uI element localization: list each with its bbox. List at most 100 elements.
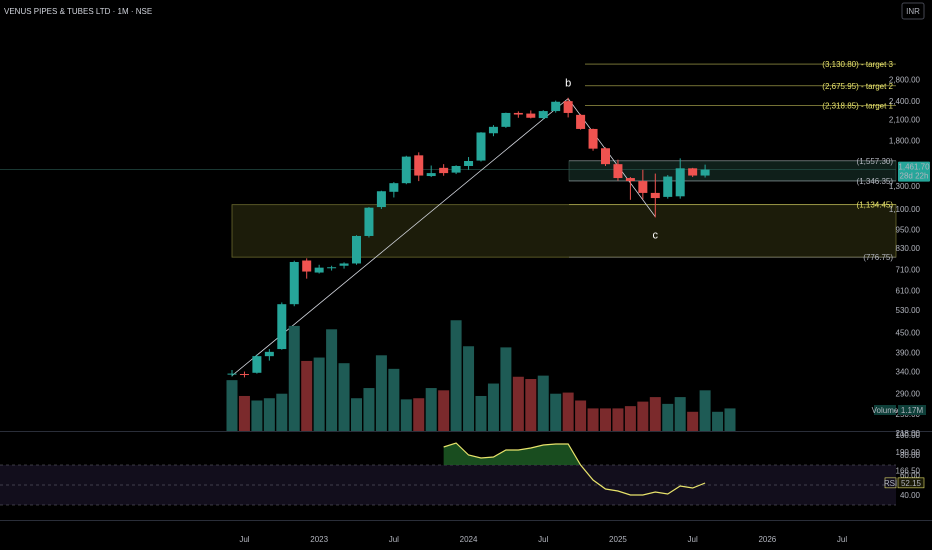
price-tick-label: 2,100.00 xyxy=(889,115,921,124)
time-axis-label: 2024 xyxy=(460,535,478,544)
volume-bar xyxy=(251,400,263,431)
volume-bar xyxy=(550,393,562,431)
price-tick-label: 190.00 xyxy=(896,448,921,457)
volume-bar xyxy=(351,398,362,431)
volume-bar xyxy=(463,346,475,431)
currency-badge xyxy=(901,2,925,20)
candle-body xyxy=(663,176,673,197)
candle-body xyxy=(563,101,573,113)
price-tick-label: 950.00 xyxy=(896,225,921,234)
volume-bar xyxy=(475,395,487,431)
candle-body xyxy=(613,164,623,179)
price-tick-label: 2,400.00 xyxy=(889,97,921,106)
candle-body xyxy=(513,112,523,115)
candle-body xyxy=(451,165,461,173)
time-axis-label: 2026 xyxy=(758,535,776,544)
candle-body xyxy=(551,101,561,112)
volume-bar xyxy=(263,398,275,431)
last-price-badge xyxy=(898,161,930,182)
rsi-tick-label: 60.00 xyxy=(900,471,921,480)
price-tick-label: 390.00 xyxy=(896,349,921,358)
candle-body xyxy=(538,111,548,119)
candle-body xyxy=(302,260,312,272)
volume-bar xyxy=(537,375,549,431)
candle-body xyxy=(264,351,274,357)
volume-bar xyxy=(301,360,313,431)
price-tick-label: 1,300.00 xyxy=(889,182,921,191)
candle-body xyxy=(289,261,299,305)
price-tick-label: 1,800.00 xyxy=(889,137,921,146)
time-axis-label: 2025 xyxy=(609,535,627,544)
candle-body xyxy=(414,155,424,176)
time-axis-label: Jul xyxy=(837,535,847,544)
price-tick-label: 830.00 xyxy=(896,244,921,253)
rsi-overbought-fill xyxy=(443,443,581,465)
candle-body xyxy=(252,356,262,373)
candle-body xyxy=(426,173,436,177)
level-label: (1,134.45) xyxy=(857,201,894,210)
candle-body xyxy=(339,263,349,266)
candle-body xyxy=(352,235,361,264)
volume-bar xyxy=(662,403,674,431)
volume-bar xyxy=(375,355,387,431)
level-label: (2,675.95) - target 2 xyxy=(822,82,893,91)
volume-bar xyxy=(637,401,649,431)
volume-bar xyxy=(226,380,238,431)
volume-bar xyxy=(313,357,325,431)
volume-bar xyxy=(413,398,425,431)
volume-bar xyxy=(338,363,350,431)
candle-body xyxy=(376,191,386,208)
candle-body xyxy=(389,183,399,192)
volume-bar xyxy=(326,329,338,431)
candle-body xyxy=(327,267,337,269)
volume-bar xyxy=(525,379,537,431)
price-tick-label: 710.00 xyxy=(896,266,921,275)
candle-body xyxy=(476,132,486,161)
volume-bar xyxy=(674,397,686,431)
candle-body xyxy=(601,148,610,165)
candle-body xyxy=(314,267,324,273)
price-tick-label: 1,100.00 xyxy=(889,205,921,214)
candle-body xyxy=(401,156,411,184)
level-label: (1,557.30) xyxy=(857,157,894,166)
candle-body xyxy=(277,304,287,350)
time-axis-label: 2023 xyxy=(310,535,328,544)
volume-bar xyxy=(649,397,661,431)
candle-body xyxy=(576,114,586,129)
time-axis-label: Jul xyxy=(239,535,249,544)
level-label: (2,318.85) - target 1 xyxy=(822,102,893,111)
time-axis-label: Jul xyxy=(538,535,548,544)
bar-countdown: 28d 22h xyxy=(900,172,929,181)
volume-bar xyxy=(575,400,587,431)
volume-bar xyxy=(587,408,599,431)
volume-bar xyxy=(699,390,711,431)
volume-bar xyxy=(512,376,524,431)
rsi-tick-label: 40.00 xyxy=(900,491,921,500)
time-axis-label: Jul xyxy=(389,535,399,544)
candle-body xyxy=(588,128,598,149)
volume-bar xyxy=(724,408,736,431)
price-tick-label: 450.00 xyxy=(896,329,921,338)
wave-label: c xyxy=(653,230,659,242)
candle-body xyxy=(700,169,710,176)
last-price-value: 1,461.70 xyxy=(898,163,930,172)
candle-body xyxy=(364,207,374,236)
candle-body xyxy=(638,181,648,193)
price-tick-label: 290.00 xyxy=(896,390,921,399)
volume-bar xyxy=(712,411,724,431)
candle-body xyxy=(239,374,249,376)
level-label: (3,130.80) - target 3 xyxy=(822,60,893,69)
price-tick-label: 610.00 xyxy=(896,287,921,296)
candle-body xyxy=(227,373,237,375)
price-tick-label: 340.00 xyxy=(896,368,921,377)
volume-bar xyxy=(288,325,300,431)
rsi-badge-value-bg xyxy=(897,477,925,489)
price-tick-label: 218.00 xyxy=(896,429,921,438)
rsi-tick-label: 80.00 xyxy=(900,451,921,460)
demand-zone xyxy=(231,204,897,258)
volume-badge-label: Volume xyxy=(872,406,899,415)
volume-bar xyxy=(612,408,624,431)
